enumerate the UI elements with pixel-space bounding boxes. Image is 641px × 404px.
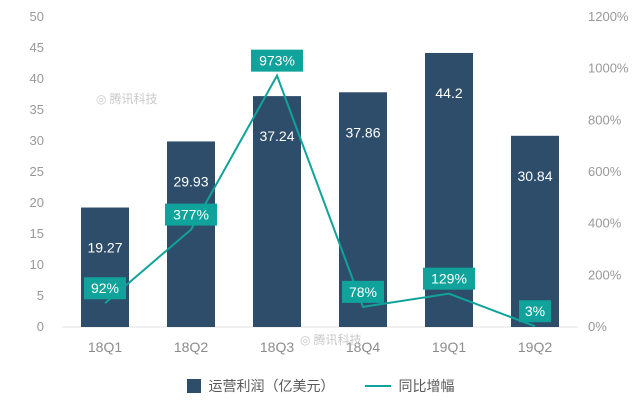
right-axis-tick: 1000% — [588, 61, 629, 76]
category-label: 18Q4 — [346, 339, 380, 355]
right-axis-tick: 400% — [588, 216, 622, 231]
left-axis-tick: 0 — [37, 319, 44, 334]
left-axis-tick: 30 — [30, 133, 44, 148]
growth-label-box — [84, 277, 126, 300]
watermark-text: 腾讯科技 — [313, 333, 362, 347]
left-axis-tick: 45 — [30, 40, 44, 55]
left-axis-tick: 10 — [30, 257, 44, 272]
right-axis-tick: 0% — [588, 319, 607, 334]
category-label: 18Q1 — [88, 339, 122, 355]
left-axis-tick: 40 — [30, 71, 44, 86]
bar-value-label: 37.24 — [259, 128, 294, 144]
bar-value-label: 19.27 — [87, 240, 122, 256]
category-label: 18Q2 — [174, 339, 208, 355]
bar-18Q3 — [253, 96, 301, 327]
left-axis-tick: 20 — [30, 195, 44, 210]
watermark: ◎ 腾讯科技 — [96, 90, 158, 107]
growth-label: 377% — [173, 207, 209, 223]
growth-label-box — [423, 267, 475, 290]
bar-value-label: 29.93 — [173, 173, 208, 189]
growth-label: 3% — [525, 303, 545, 319]
bar-18Q1 — [81, 207, 129, 327]
line-series-swatch — [364, 385, 391, 387]
right-axis-tick: 800% — [588, 112, 622, 127]
growth-label-box — [165, 203, 217, 226]
category-label: 19Q1 — [432, 339, 466, 355]
growth-label-box — [251, 49, 303, 72]
bar-19Q2 — [511, 135, 559, 327]
legend-label-yoy-growth: 同比增幅 — [398, 378, 455, 394]
right-axis-tick: 200% — [588, 267, 622, 282]
growth-label-box — [342, 280, 384, 303]
left-axis-tick: 15 — [30, 226, 44, 241]
legend-item-operating-profit: 运营利润（亿美元） — [186, 376, 335, 396]
right-axis-tick: 600% — [588, 164, 622, 179]
right-axis-tick: 1200% — [588, 9, 629, 24]
growth-line — [104, 73, 536, 328]
watermark: ◎ 腾讯科技 — [300, 331, 362, 348]
left-axis-tick: 35 — [30, 102, 44, 117]
watermark-text: 腾讯科技 — [109, 92, 158, 106]
category-label: 18Q3 — [260, 339, 294, 355]
legend: 运营利润（亿美元） 同比增幅 — [0, 376, 641, 396]
bar-series-swatch — [186, 379, 201, 393]
growth-label: 129% — [431, 271, 467, 287]
left-axis-tick: 50 — [30, 9, 44, 24]
legend-label-operating-profit: 运营利润（亿美元） — [208, 378, 335, 394]
growth-label: 92% — [91, 280, 119, 296]
tencent-logo-icon: ◎ — [96, 91, 107, 106]
tencent-logo-icon: ◎ — [300, 332, 311, 347]
growth-label: 973% — [259, 53, 295, 69]
bar-value-label: 44.2 — [435, 85, 462, 101]
bar-value-label: 37.86 — [345, 124, 380, 140]
growth-label-box — [519, 300, 551, 323]
left-axis-tick: 5 — [37, 288, 44, 303]
bar-value-label: 30.84 — [517, 168, 552, 184]
category-label: 19Q2 — [518, 339, 552, 355]
growth-label: 78% — [349, 284, 377, 300]
bar-18Q2 — [167, 141, 215, 327]
legend-item-yoy-growth: 同比增幅 — [364, 376, 455, 396]
left-axis-tick: 25 — [30, 164, 44, 179]
